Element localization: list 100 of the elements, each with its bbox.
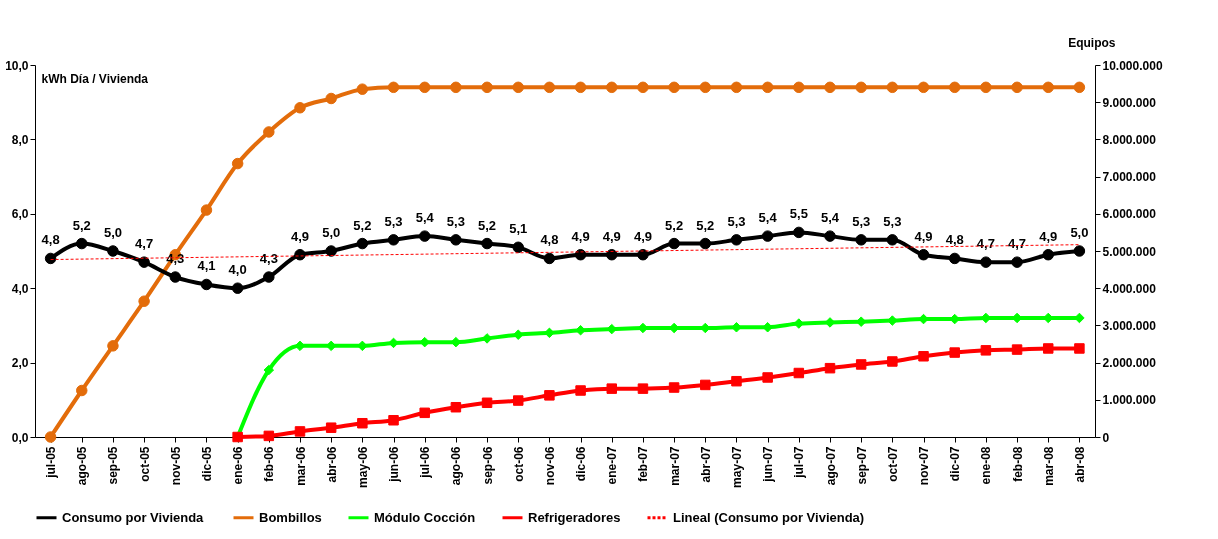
point bbox=[731, 375, 742, 387]
data-label: 5,0 bbox=[103, 225, 122, 240]
y2-tick-label: 3.000.000 bbox=[1102, 318, 1157, 333]
x-tick-label: may-07 bbox=[729, 446, 744, 488]
point bbox=[263, 364, 275, 376]
point bbox=[761, 230, 774, 242]
point bbox=[574, 81, 587, 94]
point bbox=[325, 245, 337, 257]
point bbox=[761, 81, 774, 94]
x-tick-label: sep-07 bbox=[854, 446, 869, 485]
data-label: 4,7 bbox=[976, 236, 995, 252]
point bbox=[356, 237, 369, 250]
y2-tick-label: 2.000.000 bbox=[1102, 356, 1157, 371]
point bbox=[1011, 81, 1023, 94]
x-tick-label: mar-07 bbox=[667, 446, 682, 486]
data-label: 4,3 bbox=[259, 251, 278, 267]
point bbox=[1011, 344, 1023, 355]
point bbox=[450, 402, 462, 413]
x-tick-label: ene-08 bbox=[979, 446, 994, 485]
data-label: 5,3 bbox=[384, 213, 403, 229]
y2-tick-label: 10.000.000 bbox=[1102, 58, 1163, 73]
point bbox=[294, 102, 306, 114]
x-tick-label: ene-06 bbox=[231, 446, 246, 485]
data-label: 5,0 bbox=[322, 225, 341, 240]
x-tick-label: feb-06 bbox=[262, 446, 277, 482]
point bbox=[887, 356, 898, 367]
x-tick-label: oct-06 bbox=[511, 446, 526, 482]
point bbox=[418, 230, 431, 242]
point bbox=[668, 81, 680, 94]
point bbox=[980, 345, 992, 356]
x-tick-label: nov-07 bbox=[917, 446, 932, 486]
point bbox=[1073, 81, 1086, 94]
point bbox=[917, 81, 930, 94]
point bbox=[138, 256, 150, 268]
point bbox=[1074, 343, 1085, 354]
point bbox=[886, 81, 899, 94]
y-tick-label: 6,0 bbox=[11, 207, 29, 222]
legend-label: Módulo Cocción bbox=[374, 509, 476, 525]
point bbox=[855, 81, 867, 94]
point bbox=[231, 157, 244, 170]
x-tick-label: feb-07 bbox=[636, 446, 651, 482]
point bbox=[481, 237, 493, 250]
x-tick-label: jul-05 bbox=[44, 446, 59, 479]
point bbox=[263, 271, 275, 283]
data-label: 4,1 bbox=[197, 258, 216, 274]
y2-tick-label: 7.000.000 bbox=[1102, 170, 1157, 185]
point bbox=[325, 92, 337, 105]
point bbox=[44, 252, 57, 265]
point bbox=[730, 81, 743, 94]
point bbox=[668, 237, 680, 250]
x-tick-label: sep-06 bbox=[480, 446, 495, 485]
legend-label: Refrigeradores bbox=[528, 509, 621, 525]
y2-tick-label: 8.000.000 bbox=[1102, 132, 1157, 147]
point bbox=[107, 245, 119, 257]
x-tick-label: oct-05 bbox=[137, 446, 152, 482]
data-label: 5,3 bbox=[446, 213, 465, 229]
y2-tick-label: 4.000.000 bbox=[1102, 281, 1157, 296]
y-tick-label: 10,0 bbox=[5, 58, 29, 73]
legend-label: Bombillos bbox=[259, 509, 322, 525]
point bbox=[544, 390, 555, 401]
point bbox=[886, 234, 899, 246]
point bbox=[699, 81, 712, 94]
data-label: 4,9 bbox=[290, 228, 310, 244]
data-label: 5,4 bbox=[415, 210, 435, 226]
x-tick-label: dic-07 bbox=[948, 446, 963, 482]
point bbox=[44, 431, 57, 443]
x-tick-label: mar-06 bbox=[293, 446, 308, 486]
point bbox=[637, 248, 649, 261]
x-tick-label: abr-06 bbox=[324, 446, 339, 483]
data-label: 5,4 bbox=[758, 210, 778, 226]
point bbox=[700, 379, 711, 391]
y-tick-label: 0,0 bbox=[11, 430, 29, 445]
point bbox=[388, 337, 399, 349]
point bbox=[762, 372, 773, 383]
point bbox=[76, 237, 88, 250]
point bbox=[138, 295, 150, 307]
point bbox=[637, 81, 649, 94]
data-label: 5,2 bbox=[72, 217, 91, 233]
y2-tick-label: 9.000.000 bbox=[1102, 95, 1157, 110]
point bbox=[948, 81, 961, 94]
point bbox=[481, 397, 493, 409]
point bbox=[543, 252, 556, 265]
data-label: 4,8 bbox=[41, 232, 60, 248]
point bbox=[793, 226, 805, 239]
point bbox=[512, 241, 524, 254]
y-tick-label: 2,0 bbox=[11, 356, 29, 371]
point bbox=[949, 347, 960, 358]
point bbox=[668, 382, 680, 393]
data-label: 4,0 bbox=[228, 262, 247, 278]
data-label: 5,3 bbox=[883, 213, 902, 229]
point bbox=[1042, 343, 1054, 354]
point bbox=[543, 81, 556, 94]
point bbox=[824, 230, 836, 242]
point bbox=[200, 204, 213, 216]
point bbox=[606, 248, 618, 261]
data-label: 5,0 bbox=[1070, 225, 1089, 240]
x-tick-label: dic-06 bbox=[574, 446, 589, 482]
data-label: 4,9 bbox=[571, 228, 590, 244]
point bbox=[980, 256, 992, 268]
point bbox=[1042, 248, 1054, 261]
